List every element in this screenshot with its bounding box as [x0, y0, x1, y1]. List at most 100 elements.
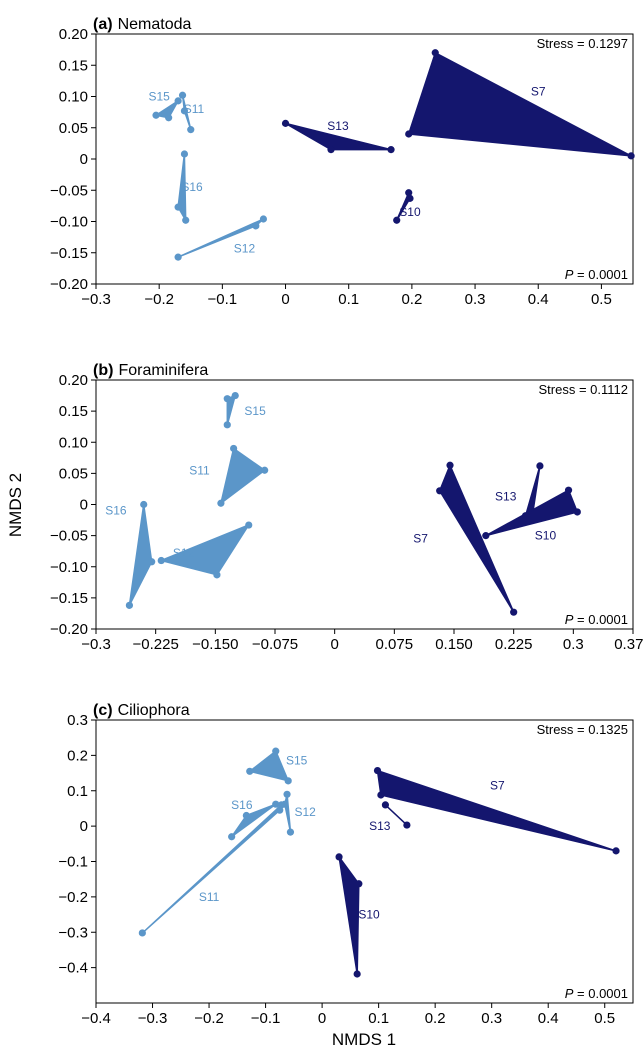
point-s10: [405, 189, 413, 197]
point-s15: [231, 391, 239, 400]
panel-title: (b) Foraminifera: [93, 362, 208, 379]
x-tick-label: 0: [318, 1010, 326, 1027]
point-s11: [187, 126, 195, 134]
x-tick-label: 0.3: [563, 636, 584, 653]
x-tick-label: 0.375: [614, 636, 643, 653]
stress-label: Stress = 0.1297: [537, 36, 628, 51]
label-s11: S11: [184, 102, 205, 116]
label-s16: S16: [231, 798, 253, 812]
p-value-label: P = 0.0001: [565, 267, 628, 282]
point-s15: [152, 111, 160, 119]
site-s7: S7: [413, 461, 518, 616]
point-s11: [230, 444, 238, 453]
hull-s13: [284, 122, 392, 151]
y-axis-label: NMDS 2: [6, 473, 25, 537]
site-s11: S11: [178, 91, 205, 134]
panel-1: (a) Nematoda Stress = 0.1297 P = 0.0001 −0.3…: [50, 16, 635, 308]
point-s11: [217, 499, 225, 507]
site-s11: S11: [138, 801, 286, 937]
site-s12: S12: [174, 215, 268, 261]
site-s10: S10: [482, 486, 581, 543]
label-s11: S11: [199, 890, 220, 904]
site-s12: S12: [281, 790, 316, 836]
point-s10: [482, 532, 490, 540]
site-s16: S16: [174, 150, 203, 224]
x-tick-label: 0.3: [465, 291, 486, 308]
point-s15: [246, 767, 254, 775]
panel-letter: (b): [93, 362, 113, 379]
y-tick-label: −0.10: [50, 214, 88, 231]
point-s7: [510, 608, 518, 616]
y-tick-label: 0: [80, 818, 88, 835]
point-s12: [259, 215, 268, 223]
y-tick-label: 0.10: [59, 89, 88, 106]
point-s12: [174, 253, 182, 261]
point-s13: [536, 462, 544, 470]
hull-s16: [128, 503, 153, 607]
hull-s7: [376, 769, 617, 852]
y-tick-label: 0.20: [59, 26, 88, 43]
y-tick-label: −0.15: [50, 590, 88, 607]
label-s12: S12: [234, 241, 256, 255]
panel-name: Nematoda: [118, 16, 192, 33]
point-s12: [157, 556, 165, 565]
hull-s11: [220, 447, 266, 505]
point-s16: [148, 558, 156, 566]
y-tick-label: −0.4: [58, 960, 88, 977]
site-s7: S7: [405, 49, 635, 160]
label-s15: S15: [244, 404, 266, 418]
point-s10: [353, 970, 361, 978]
x-tick-label: 0.075: [376, 636, 414, 653]
point-s7: [377, 791, 385, 799]
hull-s15: [155, 100, 179, 119]
label-s12: S12: [173, 546, 195, 560]
label-s13: S13: [327, 119, 349, 133]
point-s10: [355, 880, 363, 888]
label-s16: S16: [105, 504, 127, 518]
point-s10: [335, 853, 343, 861]
site-s16: S16: [105, 500, 156, 609]
point-s16: [180, 150, 189, 158]
point-s7: [373, 766, 382, 775]
point-s7: [446, 461, 454, 469]
site-s10: S10: [335, 853, 380, 978]
x-tick-label: 0.5: [594, 1010, 615, 1027]
x-tick-label: −0.225: [133, 636, 179, 653]
x-tick-label: −0.1: [208, 291, 238, 308]
x-tick-label: 0.4: [528, 291, 549, 308]
hull-s16: [177, 153, 187, 222]
point-s16: [242, 811, 250, 820]
x-tick-label: −0.2: [194, 1010, 224, 1027]
point-s11: [180, 107, 189, 115]
point-s11: [277, 801, 286, 809]
point-s16: [174, 203, 182, 211]
point-s12: [252, 222, 260, 230]
site-s15: S15: [246, 747, 308, 785]
label-s13: S13: [369, 819, 391, 833]
label-s10: S10: [358, 908, 380, 922]
p-value-label: P = 0.0001: [565, 986, 628, 1001]
x-tick-label: 0.2: [401, 291, 422, 308]
y-tick-label: −0.20: [50, 621, 88, 638]
label-s15: S15: [148, 90, 170, 104]
point-s16: [125, 601, 134, 609]
point-s16: [140, 500, 148, 509]
site-s16: S16: [228, 798, 280, 841]
point-s7: [436, 487, 444, 495]
site-s7: S7: [373, 766, 620, 855]
panel-letter: (c): [93, 702, 113, 719]
panel-title: (a) Nematoda: [93, 16, 191, 33]
y-tick-label: 0.3: [67, 712, 88, 729]
y-tick-label: 0: [80, 497, 88, 514]
x-tick-label: 0: [330, 636, 338, 653]
site-s10: S10: [393, 189, 421, 224]
y-tick-label: −0.15: [50, 245, 88, 262]
site-s11: S11: [189, 444, 269, 507]
x-tick-label: −0.3: [81, 291, 111, 308]
point-s13: [387, 146, 395, 154]
point-s7: [405, 130, 413, 138]
hull-s10: [485, 489, 579, 537]
point-s12: [286, 828, 295, 836]
label-s11: S11: [189, 463, 210, 477]
stress-label: Stress = 0.1112: [539, 382, 629, 397]
